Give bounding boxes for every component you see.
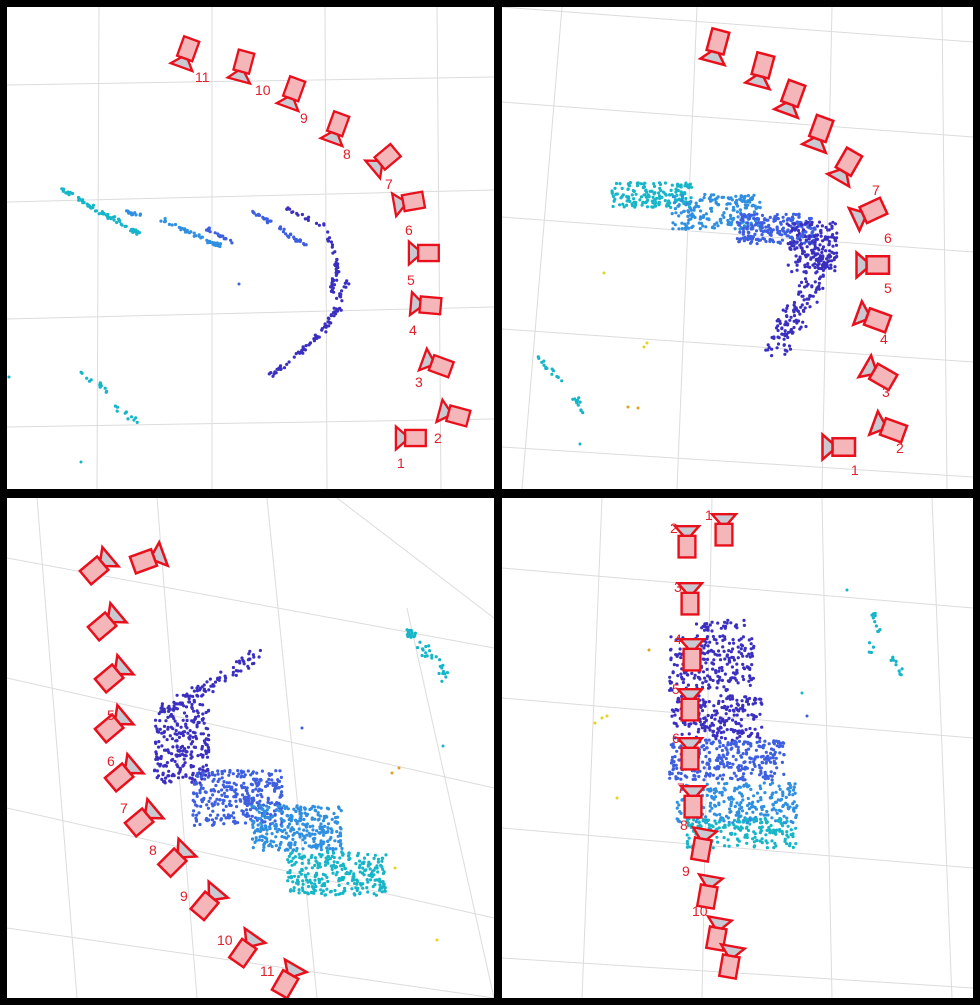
panel-top-left-camera-1 [394,423,427,453]
panel-bottom-left-camera-5 [93,702,137,745]
panel-bottom-left-camera-2 [78,544,122,587]
panel-top-left-plot: 1 2 3 4 5 6 7 8 9 10 11 [7,7,494,489]
panel-top-right-camera-label-7: 7 [872,182,880,198]
grid [502,498,973,998]
panel-bottom-right-camera-label-6: 6 [672,730,680,746]
panel-top-right-camera-label-2: 2 [896,440,904,456]
panel-top-left-camera-9 [273,74,307,114]
panel-bottom-left-camera-9 [188,878,231,922]
panel-bottom-right-camera-label-8: 8 [680,817,688,833]
panel-top-left-camera-5 [407,238,440,268]
panel-top-right-camera-label-1: 1 [851,462,859,478]
panel-bottom-left-camera-10 [227,925,269,970]
panel-top-left-camera-label-2: 2 [434,430,442,446]
panel-bottom-left-camera-label-5: 5 [107,707,115,723]
panel-top-right-camera-7 [824,145,864,189]
panel-top-right-camera-3 [856,352,900,392]
panel-top-left-camera-label-1: 1 [397,455,405,471]
panel-bottom-left-camera-label-11: 11 [260,963,275,979]
panel-top-left-camera-4 [408,289,443,318]
camera-trajectory: 1 2 3 4 5 6 7 8 9 10 [670,507,748,981]
panel-bottom-left-camera-label-8: 8 [149,842,157,858]
panel-bottom-right-camera-label-2: 2 [670,520,678,536]
panel-top-right-camera-label-6: 6 [884,230,892,246]
panel-top-left-camera-8 [317,109,351,149]
panel-bottom-right-camera-6 [675,736,705,771]
panel-bottom-right-camera-3 [675,581,705,616]
camera-trajectory: 1 2 3 4 5 6 7 8 9 10 11 [167,34,472,471]
panel-bottom-right-camera-label-3: 3 [674,579,682,595]
panel-bottom-right-camera-7 [678,784,708,819]
panel-bottom-left-camera-label-9: 9 [180,888,188,904]
camera-trajectory: 5 6 7 8 9 10 11 [78,539,310,998]
panel-bottom-right-camera-9 [695,872,726,911]
panel-top-right-camera-4 [851,298,893,334]
panel-bottom-left: 5 6 7 8 9 10 11 [7,498,494,998]
panel-top-left-camera-6 [390,190,427,219]
panel-bottom-right-camera-11 [717,942,748,981]
panel-top-right-camera-2 [867,408,909,444]
panel-top-left-camera-label-5: 5 [407,272,415,288]
panel-top-right-camera-label-5: 5 [884,280,892,296]
panel-top-right-camera-10 [742,50,776,92]
panel-top-left-camera-3 [416,345,456,379]
panel-bottom-right-camera-2 [672,524,702,559]
panel-top-left-camera-10 [224,48,256,86]
point-cloud [7,187,351,464]
panel-bottom-left-plot: 5 6 7 8 9 10 11 [7,498,494,998]
panel-top-left-camera-label-4: 4 [409,322,417,338]
panel-bottom-left-camera-label-6: 6 [107,753,115,769]
panel-top-left-camera-label-8: 8 [343,146,351,162]
panel-top-right-camera-label-3: 3 [882,384,890,400]
panel-bottom-left-camera-8 [156,835,200,879]
panel-bottom-right-camera-label-7: 7 [677,780,685,796]
panel-bottom-left-camera-7 [123,796,167,839]
panel-bottom-right-camera-label-9: 9 [682,863,690,879]
panel-bottom-left-camera-label-10: 10 [217,932,233,948]
panel-top-right-camera-1 [821,431,857,463]
panel-top-right-camera-label-4: 4 [880,331,888,347]
panel-bottom-right: 1 2 3 4 5 6 7 8 9 10 [502,498,973,998]
panel-bottom-right-camera-5 [675,687,705,722]
panel-top-right: 1 2 3 4 5 6 7 [502,7,973,489]
panel-top-left-camera-label-3: 3 [415,374,423,390]
panel-top-right-plot: 1 2 3 4 5 6 7 [502,7,973,489]
panel-top-left-camera-2 [434,396,472,428]
panel-top-left-camera-label-7: 7 [385,176,393,192]
panel-top-left-camera-label-6: 6 [405,222,413,238]
panel-bottom-left-camera-6 [103,751,147,794]
panel-bottom-right-camera-4 [677,637,707,672]
panel-bottom-right-camera-label-1: 1 [705,507,713,523]
panel-top-right-camera-6 [846,196,889,234]
panel-bottom-left-camera-3 [86,600,130,643]
panel-bottom-right-camera-label-10: 10 [692,903,708,919]
panel-bottom-right-camera-label-4: 4 [674,631,682,647]
panel-top-right-camera-8 [799,113,835,155]
panel-bottom-right-camera-8 [689,825,720,864]
panel-top-left-camera-label-9: 9 [300,110,308,126]
panel-top-right-camera-5 [855,249,891,281]
camera-trajectory: 1 2 3 4 5 6 7 [697,26,909,478]
panel-bottom-right-camera-label-5: 5 [672,681,680,697]
panel-top-left: 1 2 3 4 5 6 7 8 9 10 11 [7,7,494,489]
panel-top-left-camera-label-10: 10 [255,82,271,98]
grid [502,7,973,489]
panel-top-left-camera-7 [362,142,403,181]
panel-top-right-camera-11 [697,26,731,68]
panel-bottom-left-camera-1 [128,539,170,575]
grid [7,7,494,489]
panel-bottom-right-plot: 1 2 3 4 5 6 7 8 9 10 [502,498,973,998]
panel-bottom-right-camera-1 [709,512,739,547]
point-cloud [152,628,450,942]
point-cloud [536,181,839,446]
panel-bottom-left-camera-11 [270,957,310,998]
panel-bottom-left-camera-4 [93,652,137,695]
panel-top-left-camera-11 [167,34,201,74]
panel-bottom-left-camera-label-7: 7 [120,800,128,816]
panel-top-left-camera-label-11: 11 [195,69,210,85]
panel-top-right-camera-9 [771,78,807,120]
